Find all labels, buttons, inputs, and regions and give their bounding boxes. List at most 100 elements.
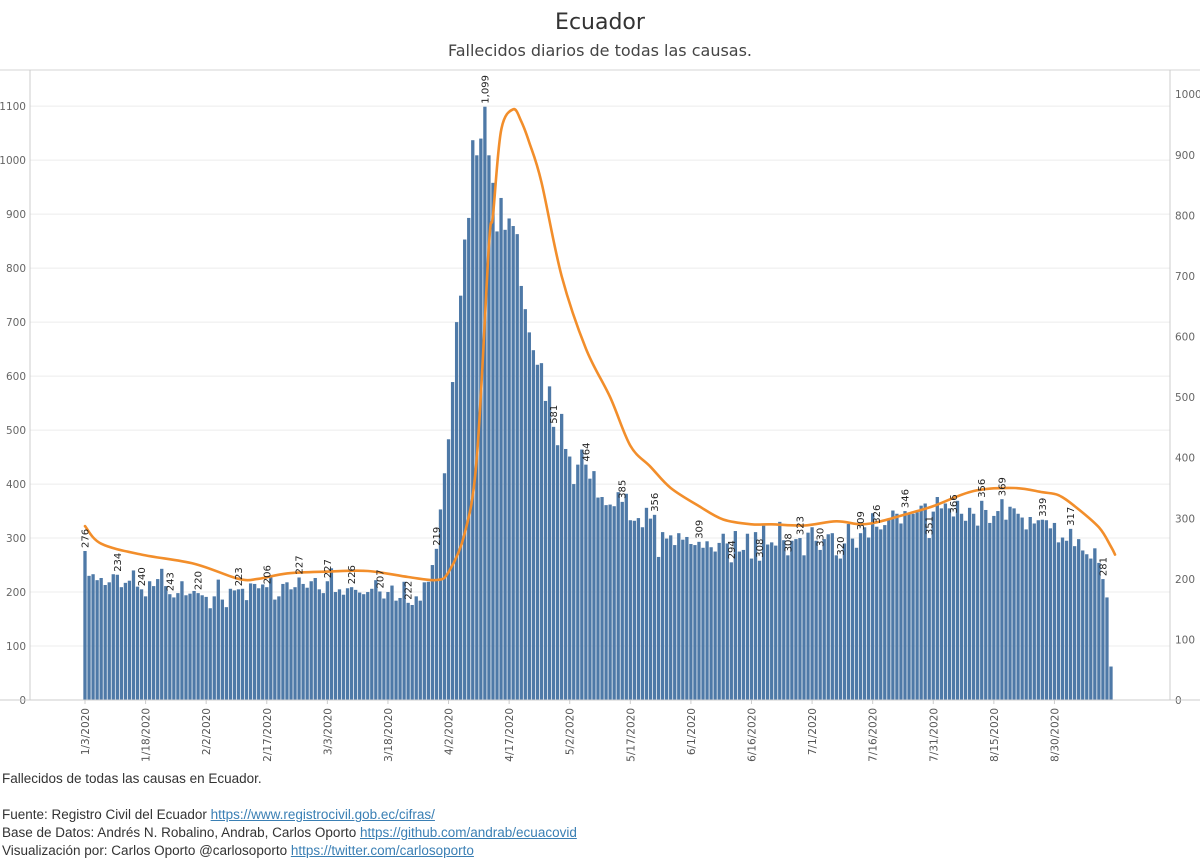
data-label: 317 xyxy=(1066,507,1077,526)
y-left-tick-label: 1000 xyxy=(0,155,26,167)
bar xyxy=(325,581,330,700)
bar xyxy=(115,574,119,700)
bar xyxy=(733,531,737,700)
bar xyxy=(588,478,592,700)
bar xyxy=(495,231,499,700)
bar xyxy=(669,535,673,700)
bar xyxy=(559,413,564,700)
bar xyxy=(604,505,608,700)
bar xyxy=(551,426,556,700)
bar xyxy=(1000,499,1004,700)
trend-line xyxy=(83,107,1117,582)
bar xyxy=(721,533,725,700)
bar xyxy=(701,547,705,700)
bar xyxy=(628,520,632,700)
bar xyxy=(378,591,382,700)
data-label: 330 xyxy=(816,528,827,547)
bar xyxy=(285,582,289,700)
bar xyxy=(713,551,717,700)
bar xyxy=(91,574,95,700)
x-tick-label: 4/2/2020 xyxy=(444,708,456,755)
database-link[interactable]: https://github.com/andrab/ecuacovid xyxy=(359,825,577,840)
bar xyxy=(390,585,394,700)
bar xyxy=(871,513,875,700)
bar xyxy=(992,515,996,700)
x-tick-label: 7/31/2020 xyxy=(928,708,940,762)
bar xyxy=(963,520,968,700)
bar xyxy=(616,492,620,700)
bar xyxy=(644,507,649,700)
bar xyxy=(976,525,980,700)
bar xyxy=(87,575,91,700)
bar xyxy=(749,558,754,700)
bar xyxy=(1089,558,1093,700)
gridlines xyxy=(30,105,1170,647)
bar xyxy=(620,501,624,700)
bar xyxy=(450,382,455,700)
bar xyxy=(830,533,834,700)
bar xyxy=(160,568,164,700)
bar xyxy=(1085,554,1089,700)
bar xyxy=(139,589,144,700)
bar xyxy=(333,592,338,700)
bar xyxy=(580,449,584,700)
bar xyxy=(135,586,140,700)
bar xyxy=(681,539,685,700)
bar xyxy=(911,513,915,700)
bar xyxy=(180,581,184,700)
bar xyxy=(947,508,952,700)
data-label: 223 xyxy=(234,567,245,586)
bar xyxy=(907,513,911,700)
bar xyxy=(612,506,616,700)
bar xyxy=(119,587,124,700)
data-label: 309 xyxy=(695,520,706,539)
bar xyxy=(216,579,220,700)
y-left-tick-label: 600 xyxy=(6,371,26,383)
bar xyxy=(935,497,939,700)
data-label: 346 xyxy=(901,489,912,508)
axes: 0 100 200 300 400 500 600 700 800 900 1000 1100 0 100… xyxy=(0,70,1200,762)
y-left-tick-label: 200 xyxy=(6,587,26,599)
bar xyxy=(584,464,588,700)
bar xyxy=(475,155,479,700)
data-label: 326 xyxy=(872,505,883,524)
bar xyxy=(980,500,984,700)
bar xyxy=(418,600,422,700)
bar xyxy=(192,590,196,700)
x-tick-label: 6/16/2020 xyxy=(746,708,758,762)
bar xyxy=(164,586,168,700)
bar xyxy=(988,522,992,700)
bar xyxy=(111,574,115,700)
bar xyxy=(648,518,653,700)
y-left-tick-label: 500 xyxy=(6,425,26,437)
bar xyxy=(273,599,277,700)
bar xyxy=(414,596,418,700)
bar xyxy=(176,593,180,700)
bar xyxy=(1036,520,1040,700)
bar xyxy=(693,545,697,700)
bar xyxy=(814,540,818,700)
bar xyxy=(123,582,128,700)
bar xyxy=(394,600,398,700)
bar xyxy=(442,473,447,700)
data-label: 309 xyxy=(856,511,867,530)
bar xyxy=(172,597,176,700)
bar xyxy=(685,536,689,700)
bar xyxy=(349,587,354,700)
bar xyxy=(632,520,637,700)
bar xyxy=(248,583,253,700)
source-link[interactable]: https://www.registrocivil.gob.ec/cifras/ xyxy=(210,807,435,822)
bar xyxy=(220,599,224,700)
y-right-tick-label: 900 xyxy=(1175,150,1195,162)
bar xyxy=(1012,508,1016,700)
bar xyxy=(770,542,774,700)
bar xyxy=(366,592,370,700)
bar xyxy=(592,471,596,700)
data-label: 220 xyxy=(194,571,205,590)
bar xyxy=(523,309,527,700)
bar xyxy=(854,547,859,700)
bar xyxy=(83,551,87,700)
bar xyxy=(107,582,111,700)
bar xyxy=(321,593,325,700)
bar xyxy=(228,588,233,700)
